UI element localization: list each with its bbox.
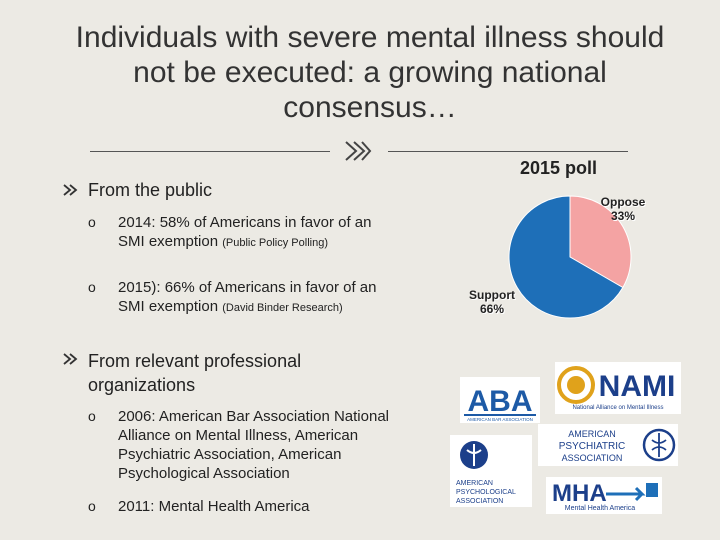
- item-source: (David Binder Research): [222, 302, 343, 314]
- section-heading: From the public: [88, 180, 213, 200]
- section-heading: From relevant professional organizations: [88, 351, 302, 395]
- pie-label-oppose-value: 33%: [610, 209, 636, 223]
- pie-label-support-name: Support: [469, 288, 515, 302]
- nami-logo: NAMI National Alliance on Mental Illness: [555, 362, 681, 414]
- nami-logo-text: NAMI: [599, 370, 676, 403]
- apa-psychiatric-mark: AMERICAN PSYCHIATRIC ASSOCIATION: [538, 424, 678, 466]
- pie-slice-support: [508, 195, 624, 319]
- circle-bullet-icon: o: [88, 214, 96, 230]
- apa-psychological-line3: ASSOCIATION: [456, 498, 503, 505]
- american-psychological-association-logo: AMERICAN PSYCHOLOGICAL ASSOCIATION: [450, 435, 532, 507]
- circle-bullet-icon: o: [88, 498, 96, 514]
- apa-psychological-mark: AMERICAN PSYCHOLOGICAL ASSOCIATION: [450, 435, 532, 507]
- apa-psych-line2: PSYCHIATRIC: [559, 441, 626, 452]
- pie-label-support-value: 66%: [479, 302, 505, 316]
- chevron-icon: [345, 141, 372, 161]
- aba-logo-text: ABA: [468, 385, 533, 418]
- american-psychiatric-association-logo: AMERICAN PSYCHIATRIC ASSOCIATION: [538, 424, 678, 466]
- divider-left: [90, 151, 330, 152]
- item-main: 2015): 66% of Americans in favor of an S…: [118, 279, 377, 315]
- pie-label-oppose: Oppose 33%: [598, 195, 648, 223]
- aba-logo-caption: AMERICAN BAR ASSOCIATION: [467, 417, 533, 422]
- poll-label: 2015 poll: [520, 158, 598, 178]
- apa-psychological-line2: PSYCHOLOGICAL: [456, 489, 516, 496]
- pie-label-support: Support 66%: [462, 288, 522, 316]
- item-source: (Public Policy Polling): [222, 237, 328, 249]
- circle-bullet-icon: o: [88, 408, 96, 424]
- divider-right: [388, 151, 628, 152]
- mental-health-america-logo: MHA Mental Health America: [546, 477, 662, 514]
- pie-slice-oppose: [569, 195, 632, 289]
- slide-title: Individuals with severe mental illness s…: [75, 21, 665, 124]
- aba-logo-mark: ABA AMERICAN BAR ASSOCIATION: [460, 377, 540, 423]
- item-main: 2014: 58% of Americans in favor of an SM…: [118, 214, 372, 250]
- circle-bullet-icon: o: [88, 279, 96, 295]
- mha-logo-mark: MHA Mental Health America: [546, 477, 662, 514]
- bullet-arrow-icon: [63, 353, 78, 365]
- aba-logo: ABA AMERICAN BAR ASSOCIATION: [460, 377, 540, 423]
- pie-label-oppose-name: Oppose: [600, 195, 646, 209]
- apa-psych-line1: AMERICAN: [568, 429, 616, 439]
- bullet-arrow-icon: [63, 184, 78, 196]
- mha-logo-caption: Mental Health America: [565, 505, 636, 512]
- nami-logo-mark: NAMI National Alliance on Mental Illness: [555, 362, 681, 414]
- nami-logo-caption: National Alliance on Mental Illness: [572, 405, 663, 411]
- item-main: 2011: Mental Health America: [118, 498, 310, 515]
- mha-logo-text: MHA: [552, 480, 607, 507]
- item-main: 2006: American Bar Association National …: [118, 408, 389, 482]
- apa-psychological-line1: AMERICAN: [456, 480, 493, 487]
- pie-chart: [508, 195, 632, 319]
- apa-psych-line3: ASSOCIATION: [562, 453, 623, 463]
